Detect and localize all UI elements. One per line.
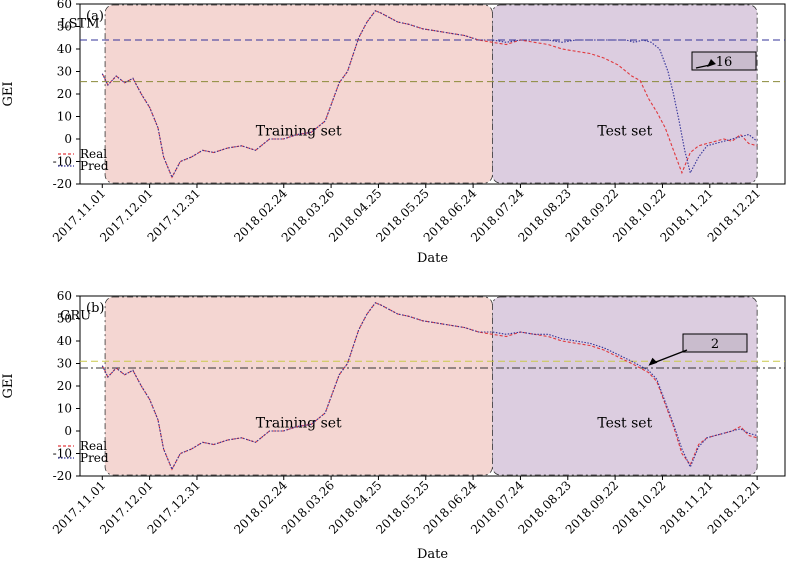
region-label: Training set xyxy=(256,415,342,431)
region-test xyxy=(492,296,758,476)
annotation-arrowhead xyxy=(706,59,716,67)
y-tick-label: 60 xyxy=(57,0,72,11)
y-tick-label: -10 xyxy=(53,447,72,461)
x-axis-label: Date xyxy=(417,547,448,562)
region-label: Test set xyxy=(597,123,652,139)
y-tick-label: 40 xyxy=(57,42,72,56)
y-tick-label: 50 xyxy=(57,312,72,326)
y-tick-label: 20 xyxy=(57,87,72,101)
y-tick-label: 50 xyxy=(57,20,72,34)
region-training xyxy=(104,296,493,476)
y-axis-label: GEI xyxy=(1,373,16,398)
panel-gru: Training set Test set -20 -10 0 10 20 30 40 50 60 2… xyxy=(1,289,786,562)
annotation-arrow xyxy=(651,349,688,365)
legend-label: Real xyxy=(80,147,107,161)
model-label: GRU xyxy=(60,308,91,323)
legend-label: Pred xyxy=(80,451,109,465)
panel-label: (b) xyxy=(86,301,104,316)
y-tick-label: -20 xyxy=(53,177,72,191)
annotation-label: 2 xyxy=(711,337,719,352)
region-test xyxy=(492,4,758,184)
y-tick-label: 0 xyxy=(64,132,72,146)
annotation-label: 16 xyxy=(716,55,733,70)
y-tick-label: 0 xyxy=(64,424,72,438)
annotation-box xyxy=(682,333,748,353)
series-line-pred xyxy=(101,302,758,471)
series-line-pred xyxy=(101,10,758,179)
region-label: Training set xyxy=(256,123,342,139)
y-tick-label: -10 xyxy=(53,155,72,169)
legend-label: Pred xyxy=(80,159,109,173)
y-tick-label: 30 xyxy=(57,357,72,371)
region-label: Test set xyxy=(597,415,652,431)
model-label: LSTM xyxy=(60,16,100,31)
y-tick-label: 20 xyxy=(57,379,72,393)
y-tick-label: 10 xyxy=(57,110,72,124)
y-axis-label: GEI xyxy=(1,81,16,106)
y-tick-label: -20 xyxy=(53,469,72,483)
annotation-arrowhead xyxy=(648,357,658,366)
legend-label: Real xyxy=(80,439,107,453)
x-axis-label: Date xyxy=(417,251,448,266)
y-tick-label: 60 xyxy=(57,289,72,303)
region-training xyxy=(104,4,493,184)
annotation-arrow xyxy=(695,64,711,69)
y-tick-label: 30 xyxy=(57,65,72,79)
y-tick-label: 10 xyxy=(57,402,72,416)
y-tick-label: 40 xyxy=(57,334,72,348)
panel-label: (a) xyxy=(86,9,104,24)
panel-lstm: Training set Test set-20-1001020304050602… xyxy=(1,0,786,266)
